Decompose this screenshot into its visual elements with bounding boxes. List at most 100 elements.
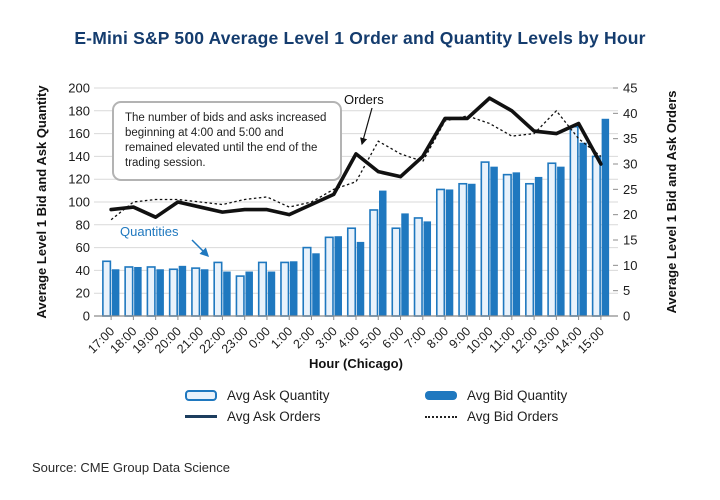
bar-ask	[502, 173, 512, 317]
bar-bid	[200, 269, 209, 316]
left-axis-tick-label: 120	[68, 172, 90, 187]
right-axis-tick-label: 35	[623, 131, 637, 146]
legend-item-avg-ask-quantity: Avg Ask Quantity	[185, 388, 425, 403]
bar-ask	[302, 246, 312, 317]
source-text: Source: CME Group Data Science	[32, 460, 230, 475]
left-axis-tick-label: 140	[68, 149, 90, 164]
x-axis-tick-label: 6:00	[380, 324, 407, 351]
bar-ask	[146, 266, 156, 317]
right-axis-tick-label: 45	[623, 81, 637, 96]
right-axis-tick-label: 10	[623, 258, 637, 273]
right-axis-tick-label: 20	[623, 207, 637, 222]
orders-callout-arrow	[360, 107, 373, 146]
right-axis-tick-label: 40	[623, 106, 637, 121]
quantities-callout-arrow	[191, 239, 210, 258]
legend-label: Avg Ask Quantity	[227, 388, 330, 403]
chart-title: E-Mini S&P 500 Average Level 1 Order and…	[74, 28, 646, 48]
left-axis-tick-label: 80	[76, 217, 90, 232]
left-axis-tick-label: 0	[83, 309, 90, 324]
bar-ask	[591, 155, 601, 317]
legend-label: Avg Bid Quantity	[467, 388, 568, 403]
bar-bid	[445, 189, 454, 316]
bar-bid	[334, 236, 342, 316]
bar-ask	[547, 162, 557, 317]
bar-ask	[413, 217, 423, 317]
right-axis-tick-label: 0	[623, 309, 630, 324]
bar-ask	[480, 161, 490, 317]
bar-ask	[191, 267, 201, 317]
bar-bid	[356, 241, 365, 316]
bar-bid	[534, 176, 543, 316]
bar-bid	[557, 166, 565, 316]
orders-series-label: Orders	[344, 92, 384, 107]
x-axis-tick-label: 0:00	[246, 324, 273, 351]
x-axis-tick-label: 3:00	[313, 324, 340, 351]
bar-bid	[223, 271, 231, 316]
right-axis-tick-label: 30	[623, 157, 637, 172]
bar-ask	[257, 261, 268, 317]
left-axis-tick-label: 40	[76, 263, 90, 278]
x-axis-tick-label: 7:00	[402, 324, 429, 351]
x-axis-title: Hour (Chicago)	[309, 356, 403, 371]
bar-ask	[346, 227, 357, 317]
bar-ask	[369, 209, 379, 317]
bar-bid	[312, 253, 320, 316]
legend-label: Avg Ask Orders	[227, 409, 321, 424]
x-axis-tick-label: 1:00	[268, 324, 295, 351]
bar-bid	[490, 166, 498, 316]
left-axis-tick-label: 160	[68, 126, 90, 141]
left-axis-tick-label: 20	[76, 286, 90, 301]
legend-item-avg-ask-orders: Avg Ask Orders	[185, 409, 425, 424]
annotation-box: The number of bids and asks increased be…	[112, 101, 342, 181]
bid-orders-swatch-icon	[425, 415, 457, 418]
bar-bid	[379, 190, 387, 316]
bars-avg-bid-quantity	[111, 118, 610, 316]
bar-ask	[525, 182, 535, 317]
bar-ask	[235, 275, 245, 317]
bar-ask	[213, 261, 223, 317]
bar-ask	[280, 261, 290, 317]
legend-item-avg-bid-orders: Avg Bid Orders	[425, 409, 665, 424]
bar-bid	[468, 183, 476, 316]
legend: Avg Ask Quantity Avg Bid Quantity Avg As…	[185, 388, 665, 424]
bar-bid	[111, 269, 120, 316]
bid-quantity-swatch-icon	[425, 391, 457, 400]
bar-bid	[579, 142, 587, 316]
bar-ask	[435, 188, 446, 317]
chart-canvas: 0 20 40 60 80 100 120 140 160 180 200 0 5 10 15 20 25 30 3…	[34, 81, 679, 372]
bars-avg-ask-quantity	[102, 125, 601, 317]
bar-bid	[423, 221, 432, 316]
left-axis-tick-label: 100	[68, 195, 90, 210]
bar-ask	[324, 236, 334, 317]
left-axis-tick-label: 180	[68, 103, 90, 118]
bar-ask	[458, 182, 468, 317]
bar-bid	[601, 118, 610, 316]
bar-ask	[569, 125, 579, 317]
bar-bid	[267, 271, 276, 316]
line-avg-bid-orders	[110, 109, 602, 221]
ask-orders-swatch-icon	[185, 415, 217, 418]
x-axis-tick-label: 5:00	[357, 324, 384, 351]
bar-bid	[289, 261, 298, 316]
bar-bid	[134, 266, 142, 316]
legend-item-avg-bid-quantity: Avg Bid Quantity	[425, 388, 665, 403]
bar-bid	[156, 269, 164, 316]
right-axis-title: Average Level 1 Bid and Ask Orders	[664, 90, 679, 313]
bar-ask	[124, 266, 134, 317]
right-axis-tick-label: 5	[623, 283, 630, 298]
bar-ask	[391, 227, 401, 317]
right-axis-tick-label: 25	[623, 182, 637, 197]
quantities-series-label: Quantities	[120, 224, 179, 239]
ask-quantity-swatch-icon	[185, 390, 217, 401]
left-axis-tick-label: 200	[68, 81, 90, 96]
x-axis-tick-label: 2:00	[290, 324, 317, 351]
bar-bid	[401, 213, 409, 316]
left-axis-tick-label: 60	[76, 240, 90, 255]
x-axis-tick-label: 8:00	[424, 324, 451, 351]
right-axis-tick-label: 15	[623, 233, 637, 248]
bar-ask	[102, 260, 112, 317]
bar-ask	[168, 268, 178, 317]
line-avg-ask-orders	[109, 96, 603, 219]
x-axis-tick-label: 4:00	[335, 324, 362, 351]
